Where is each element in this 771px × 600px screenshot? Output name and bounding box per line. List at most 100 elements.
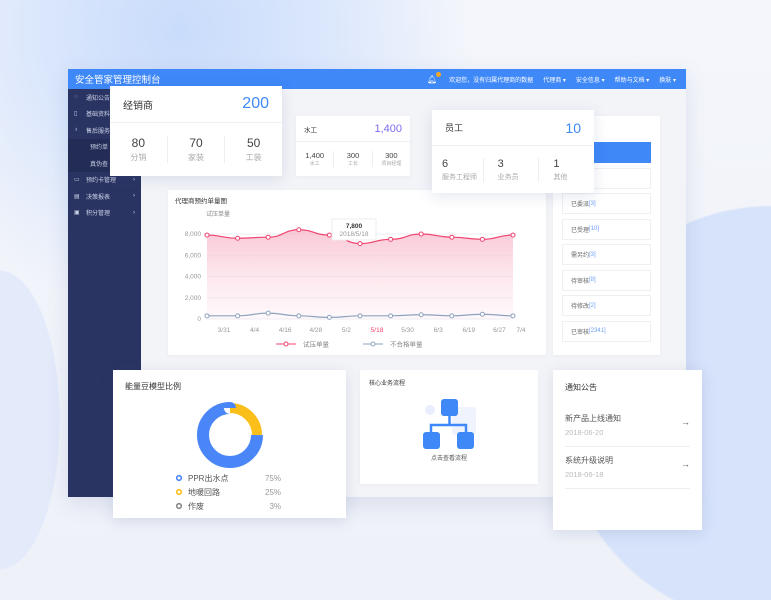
data-point[interactable] xyxy=(388,313,394,319)
data-point[interactable] xyxy=(418,231,424,237)
data-point[interactable] xyxy=(326,232,332,238)
data-point[interactable] xyxy=(418,312,424,318)
line-chart: 代理商预约单量图 试压单量 0 2,000 4,000 6,000 8,000 3/31 4… xyxy=(175,196,526,349)
legend-label: PPR出水点 xyxy=(188,473,228,483)
dealer-header: 经销商 200 xyxy=(110,86,282,123)
data-point[interactable] xyxy=(326,314,332,320)
sidebar-label: 基础资料 xyxy=(86,112,111,119)
status-filter-item[interactable]: 已委派 [3] xyxy=(562,193,651,214)
notice-item[interactable]: 系统升级说明 2018-06-18 → xyxy=(565,447,690,489)
data-point[interactable] xyxy=(479,311,485,317)
legend-label: 试压单量 xyxy=(303,340,330,349)
stat-value: 70 xyxy=(189,136,203,150)
status-label: 已受理 xyxy=(571,227,590,234)
dealer-breakdown: 80 分销 70 家装 50 工装 xyxy=(110,123,282,176)
app-title: 安全管家管理控制台 xyxy=(75,75,161,86)
menu-agent[interactable]: 代理商 ▾ xyxy=(543,77,566,84)
legend-marker xyxy=(175,474,183,482)
notice-item[interactable]: 新产品上线通知 2018-06-20 → xyxy=(565,405,690,447)
data-point[interactable] xyxy=(510,313,516,319)
status-count: [10] xyxy=(589,226,600,232)
y-axis-label: 试压单量 xyxy=(206,210,230,218)
status-filter-item[interactable]: 待审核 [8] xyxy=(562,269,651,291)
sidebar-item-report[interactable]: ▤ 决策报表 › xyxy=(68,188,141,205)
stat-value: 1 xyxy=(553,157,560,170)
flowchart-icon[interactable] xyxy=(360,370,538,484)
sidebar-item-card[interactable]: ▭ 预约卡管理 › xyxy=(68,172,141,189)
staff-title: 员工 xyxy=(445,123,464,133)
stat-value: 3 xyxy=(497,157,504,170)
data-point[interactable] xyxy=(357,313,363,319)
y-tick-label: 4,000 xyxy=(185,274,202,281)
stat-label: 业务员 xyxy=(497,173,519,181)
notice-item-title: 新产品上线通知 xyxy=(565,414,621,423)
location-icon: ♁ xyxy=(74,127,79,134)
donut-card: 能量豆模型比例 PPR出水点 75% 地暖回路 25% 作废 3% xyxy=(113,370,346,518)
staff-breakdown: 6 服务工程师 3 业务员 1 其他 xyxy=(432,146,594,193)
chevron-right-icon: › xyxy=(133,193,135,200)
notification-dot xyxy=(436,71,442,77)
arrow-right-icon[interactable]: → xyxy=(681,459,690,469)
plumber-header: 水工 1,400 xyxy=(296,116,410,142)
y-tick-label: 0 xyxy=(197,316,201,323)
menu-help[interactable]: 帮助与文档 ▾ xyxy=(614,77,650,84)
status-filter-item[interactable]: 需另约 [3] xyxy=(562,244,651,265)
card-icon: ▭ xyxy=(74,177,80,184)
staff-total: 10 xyxy=(565,119,581,136)
sidebar-label: 真伪查 xyxy=(90,161,109,168)
chart-card: 代理商预约单量图 试压单量 0 2,000 4,000 6,000 8,000 3/31 4… xyxy=(168,190,546,355)
data-point[interactable] xyxy=(265,234,271,240)
sidebar-item-basic[interactable]: ▯ 基础资料 xyxy=(68,106,141,123)
stat-label: 工长 xyxy=(347,161,358,167)
menu-label: 帮助与文档 xyxy=(614,77,645,84)
menu-skin[interactable]: 换肤 ▾ xyxy=(659,77,676,84)
data-point[interactable] xyxy=(265,310,271,316)
stat-value: 300 xyxy=(385,151,398,160)
data-point[interactable] xyxy=(235,313,241,319)
stat-label: 项目经理 xyxy=(381,161,402,167)
x-tick-label: 4/16 xyxy=(279,327,292,334)
y-tick-label: 2,000 xyxy=(185,295,202,302)
bell-icon[interactable]: 🔔︎ xyxy=(427,71,442,84)
x-tick-label: 5/18 xyxy=(371,327,384,334)
data-point[interactable] xyxy=(449,234,455,240)
notice-card: 通知公告 新产品上线通知 2018-06-20 → 系统升级说明 2018-06… xyxy=(553,370,702,530)
data-point[interactable] xyxy=(204,313,210,319)
status-count: [2341] xyxy=(589,328,606,334)
staff-header: 员工 10 xyxy=(432,110,594,146)
arrow-right-icon[interactable]: → xyxy=(681,417,690,427)
plumber-stat: 1,400 水工 xyxy=(296,151,335,167)
sidebar-item-points[interactable]: ▣ 积分管理 › xyxy=(68,205,141,222)
data-point[interactable] xyxy=(510,232,516,238)
x-tick-label: 5/2 xyxy=(342,327,351,334)
menu-security[interactable]: 安全信息 ▾ xyxy=(575,77,605,84)
data-point[interactable] xyxy=(357,241,363,247)
donut-slice[interactable] xyxy=(197,402,263,468)
plumber-stat: 300 项目经理 xyxy=(373,151,410,167)
data-point[interactable] xyxy=(204,232,210,238)
x-tick-label: 4/4 xyxy=(250,327,259,334)
status-filter-item[interactable]: 待修改 [2] xyxy=(562,295,651,316)
data-point[interactable] xyxy=(235,235,241,241)
data-point[interactable] xyxy=(449,313,455,319)
data-point[interactable] xyxy=(388,236,394,242)
status-filter-item[interactable]: 已受理 [10] xyxy=(562,218,651,240)
sidebar-item-notice[interactable]: ◌ 通知公告 xyxy=(68,89,141,106)
menu-label: 安全信息 xyxy=(575,77,600,84)
status-filter-item[interactable]: 已审核 [2341] xyxy=(562,320,651,342)
x-tick-label: 6/19 xyxy=(462,327,475,334)
x-tick-label: 7/4 xyxy=(516,327,525,334)
legend-label: 不合格单量 xyxy=(390,340,423,349)
legend-label: 地暖回路 xyxy=(188,487,220,497)
chart-title: 代理商预约单量图 xyxy=(175,196,227,205)
sidebar-label: 售后服务 xyxy=(86,128,111,135)
data-point[interactable] xyxy=(479,236,485,242)
view-flow-link[interactable]: 点击查看流程 xyxy=(430,456,467,462)
data-point[interactable] xyxy=(296,227,302,233)
dealer-stat: 70 家装 xyxy=(168,136,226,163)
data-point[interactable] xyxy=(296,313,302,319)
chevron-right-icon: › xyxy=(133,209,135,216)
plumber-stat: 300 工长 xyxy=(334,151,373,167)
flow-card: 核心业务流程 点击查看流程 xyxy=(360,370,538,484)
dealer-stat: 50 工装 xyxy=(225,136,282,163)
